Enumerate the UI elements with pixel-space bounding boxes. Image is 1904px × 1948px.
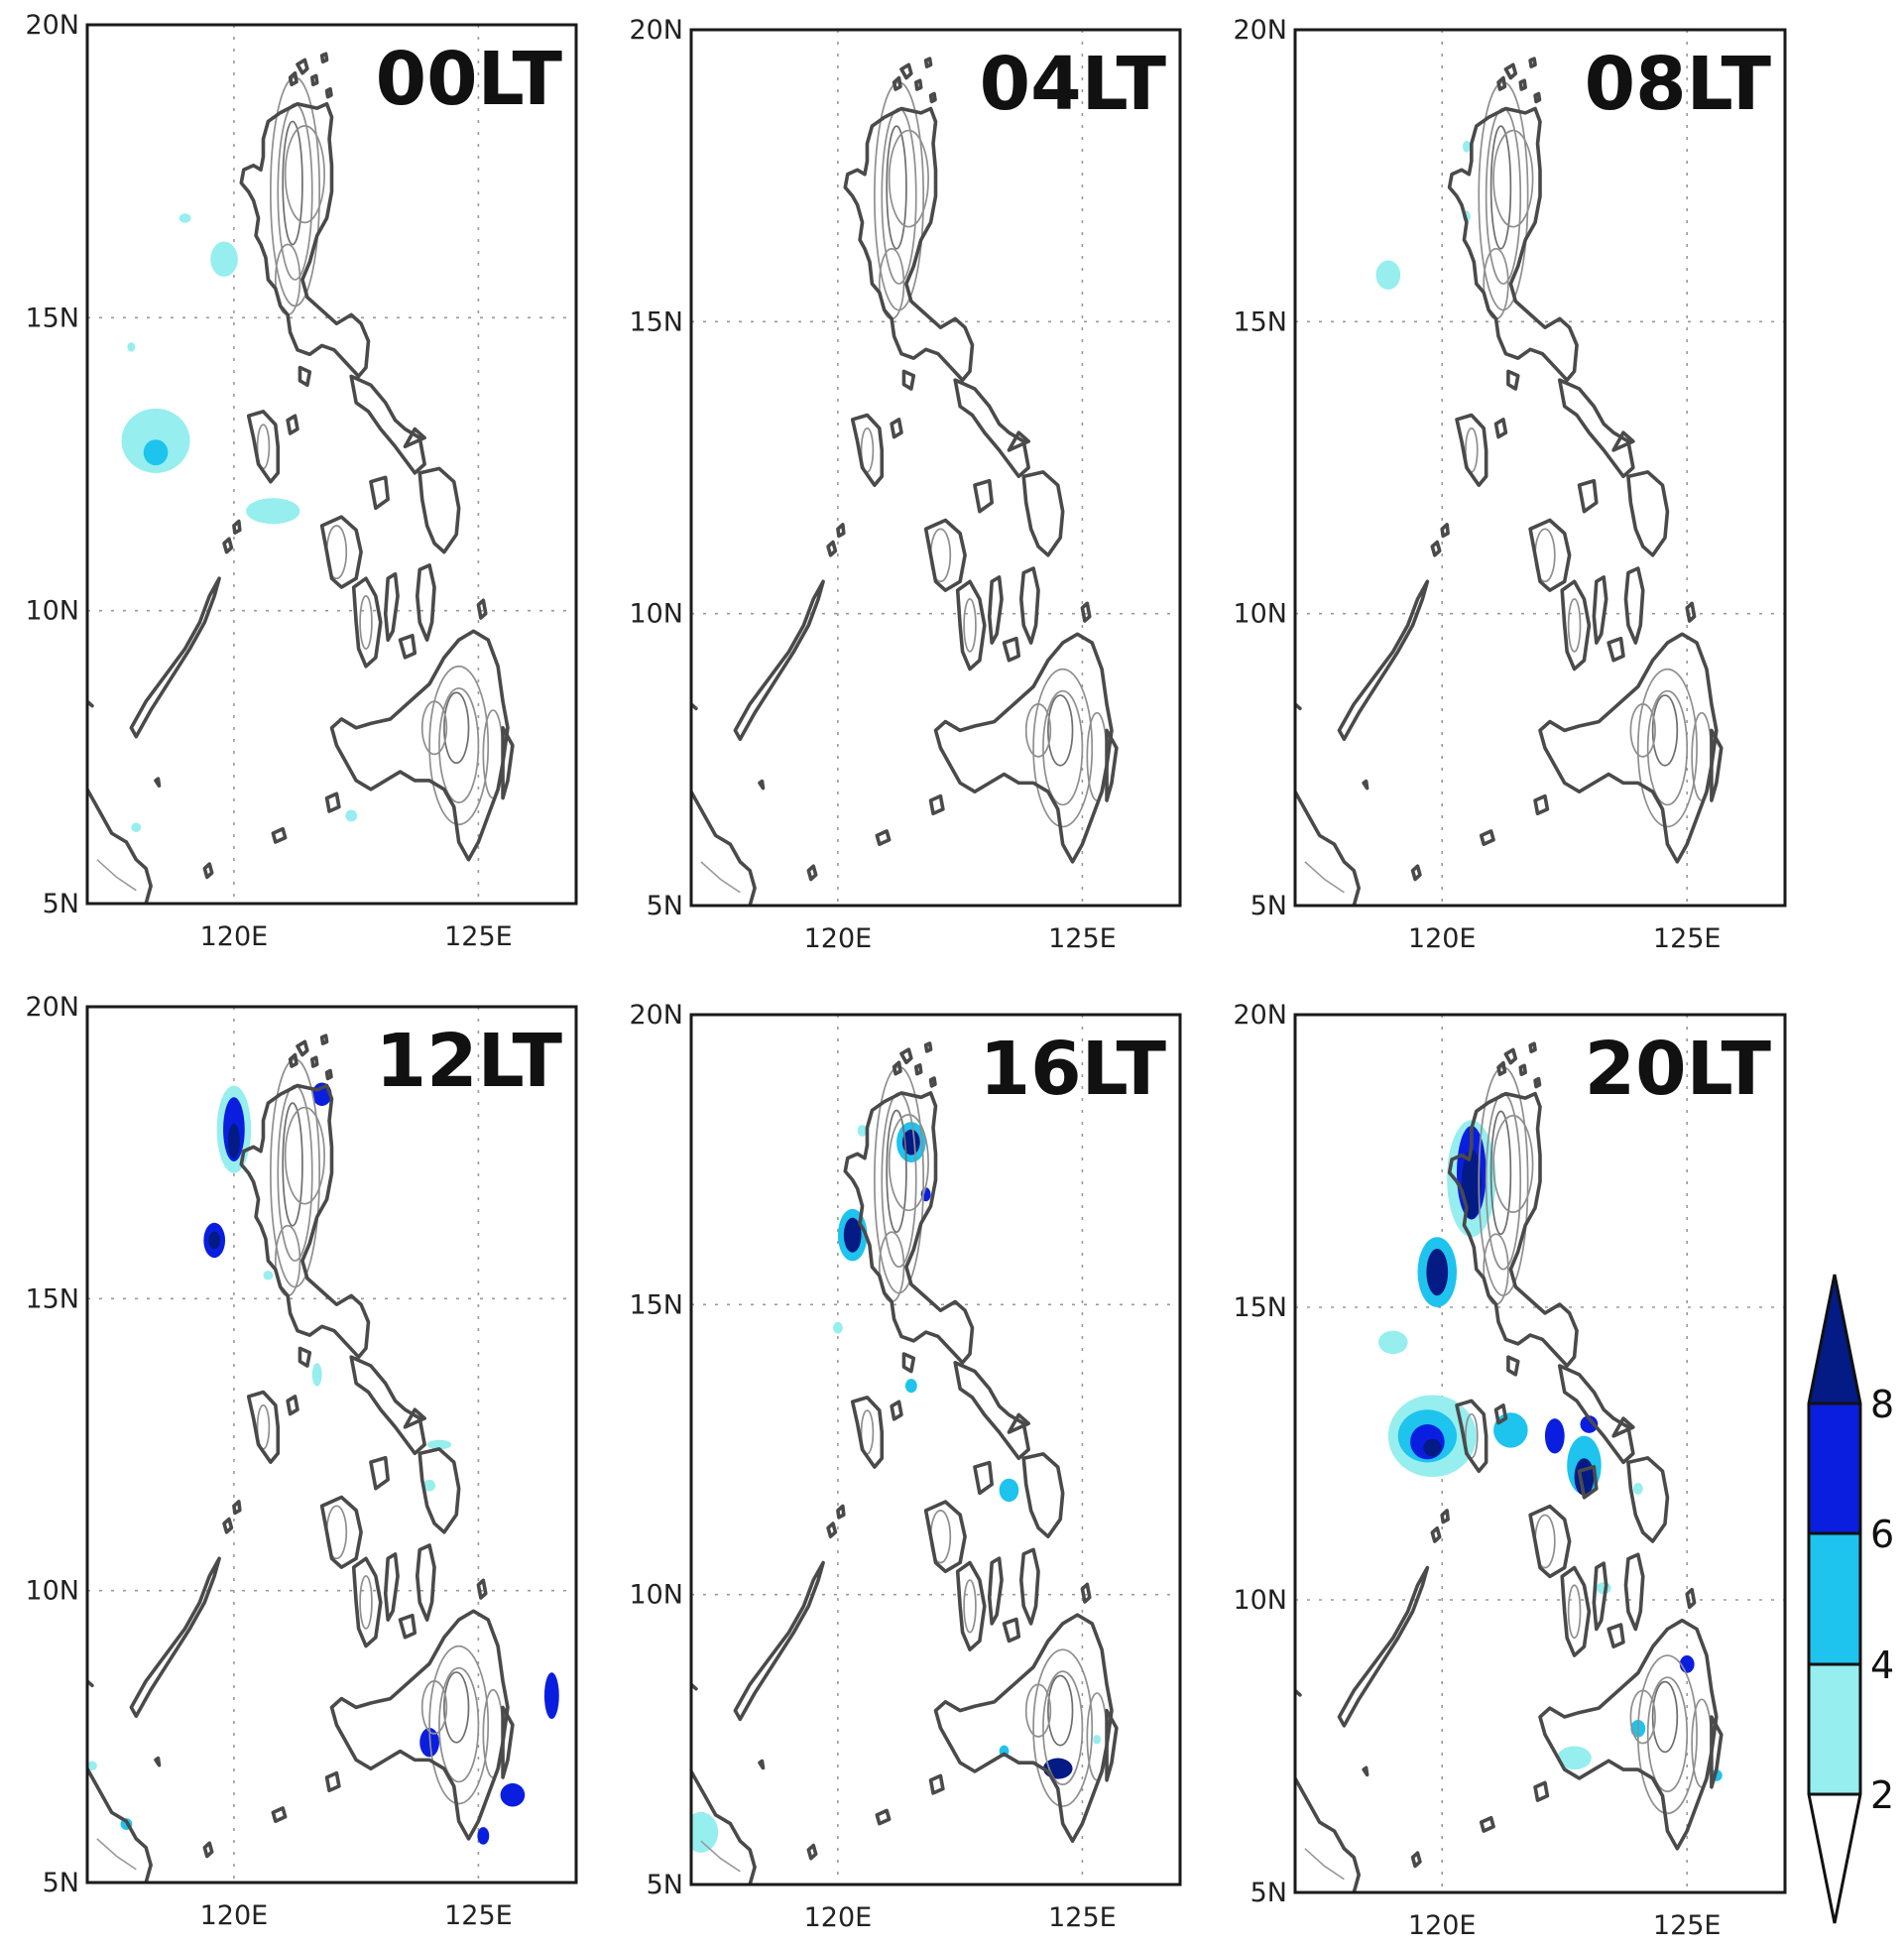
lat-tick-label: 15N	[25, 1283, 79, 1314]
colorbar-extension-bottom	[1809, 1794, 1860, 1923]
lat-tick-label: 20N	[1233, 1000, 1287, 1031]
lat-tick-label: 20N	[25, 10, 79, 41]
lon-tick-label: 120E	[200, 1900, 269, 1931]
rain-cell	[857, 1125, 868, 1137]
lat-tick-label: 10N	[25, 1576, 79, 1607]
colorbar-label-4: 4	[1870, 1644, 1894, 1687]
colorbar-segment-4-6	[1809, 1533, 1860, 1664]
rain-cell	[1580, 1415, 1599, 1433]
rain-cell	[143, 439, 169, 466]
lat-tick-label: 20N	[25, 992, 79, 1023]
rain-cell	[843, 1217, 862, 1253]
map-panel-12lt: 20N 15N 10N 5N 120E 125E 12LT	[25, 992, 578, 1931]
rain-cell	[1375, 260, 1401, 290]
panel-time-label: 20LT	[1585, 1027, 1772, 1112]
rain-cell	[904, 1379, 917, 1394]
colorbar-label-6: 6	[1870, 1513, 1894, 1556]
rain-cell	[1462, 140, 1471, 153]
lat-tick-label: 5N	[647, 891, 683, 921]
lon-tick-label: 120E	[200, 921, 269, 952]
lon-tick-label: 120E	[1408, 1910, 1477, 1941]
rain-cell	[227, 1123, 240, 1159]
lat-tick-label: 5N	[647, 1870, 683, 1900]
panel-time-label: 16LT	[980, 1027, 1167, 1112]
rain-cell	[543, 1672, 559, 1720]
lat-tick-label: 15N	[1233, 306, 1287, 337]
lat-tick-label: 15N	[629, 1289, 683, 1320]
rain-cell	[311, 1363, 322, 1387]
rain-cell	[500, 1782, 526, 1807]
lon-tick-label: 120E	[1408, 923, 1477, 954]
rain-cell	[832, 1321, 843, 1334]
lat-tick-label: 5N	[1250, 1878, 1287, 1908]
rain-cell	[423, 1479, 436, 1492]
lon-tick-label: 125E	[1048, 923, 1117, 954]
rain-cell	[1093, 1735, 1102, 1745]
lat-tick-label: 5N	[43, 1868, 79, 1898]
lon-tick-label: 125E	[1653, 923, 1722, 954]
lon-tick-label: 125E	[444, 921, 513, 952]
colorbar: 8 6 4 2	[1807, 1274, 1894, 1924]
lat-tick-label: 5N	[43, 889, 79, 919]
lat-tick-label: 10N	[629, 1580, 683, 1611]
rain-cell	[127, 342, 136, 352]
rain-cell	[345, 809, 358, 822]
lat-tick-label: 15N	[25, 303, 79, 333]
rain-cell	[691, 1811, 719, 1853]
lat-tick-label: 10N	[629, 599, 683, 630]
rain-cell	[1557, 1746, 1592, 1770]
map-panel-08lt: 20N 15N 10N 5N 120E 125E 08LT	[1233, 15, 1787, 954]
map-panel-04lt: 20N 15N 10N 5N 120E 125E 04LT	[629, 15, 1182, 954]
lon-tick-label: 125E	[1048, 1902, 1117, 1933]
rain-cell	[131, 822, 142, 832]
lat-tick-label: 15N	[1233, 1292, 1287, 1323]
rain-cell	[210, 241, 238, 277]
lat-tick-label: 5N	[1250, 891, 1287, 921]
lon-tick-label: 125E	[1653, 1910, 1722, 1941]
rain-cell	[426, 1439, 452, 1450]
colorbar-segment-6-8	[1809, 1403, 1860, 1533]
rain-cell	[477, 1827, 490, 1845]
lat-tick-label: 10N	[1233, 1585, 1287, 1616]
colorbar-segment-2-4	[1809, 1664, 1860, 1794]
panel-time-label: 12LT	[376, 1019, 563, 1104]
panel-time-label: 04LT	[980, 42, 1167, 127]
lat-tick-label: 10N	[25, 596, 79, 627]
rain-cell	[87, 1761, 97, 1770]
map-panel-16lt: 20N 15N 10N 5N 120E 125E 16LT	[629, 1000, 1182, 1933]
colorbar-label-8: 8	[1870, 1383, 1894, 1426]
lat-tick-label: 20N	[1233, 15, 1287, 46]
map-panel-20lt: 20N 15N 10N 5N 120E 125E 20LT	[1233, 1000, 1787, 1941]
lat-tick-label: 20N	[629, 15, 683, 46]
rain-cell	[1632, 1483, 1643, 1495]
panel-time-label: 00LT	[376, 37, 563, 122]
rain-cell	[208, 1231, 221, 1250]
colorbar-label-2: 2	[1870, 1773, 1894, 1817]
rain-shading	[121, 213, 358, 832]
panel-time-label: 08LT	[1585, 42, 1772, 127]
rain-cell	[999, 1478, 1019, 1503]
lon-tick-label: 120E	[804, 1902, 873, 1933]
rain-cell	[263, 1271, 274, 1280]
rain-cell	[1423, 1438, 1442, 1457]
rain-cell	[1426, 1249, 1449, 1296]
rain-cell	[178, 213, 191, 223]
lon-tick-label: 125E	[444, 1900, 513, 1931]
rain-cell	[1544, 1418, 1565, 1454]
rain-cell	[1377, 1330, 1408, 1355]
colorbar-extension-top	[1809, 1275, 1860, 1403]
lat-tick-label: 15N	[629, 306, 683, 337]
lon-tick-label: 120E	[804, 923, 873, 954]
lat-tick-label: 10N	[1233, 599, 1287, 630]
map-panel-00lt: 20N 15N 10N 5N 120E 125E 00LT	[25, 10, 578, 952]
lat-tick-label: 20N	[629, 1000, 683, 1031]
rain-cell	[246, 498, 300, 525]
